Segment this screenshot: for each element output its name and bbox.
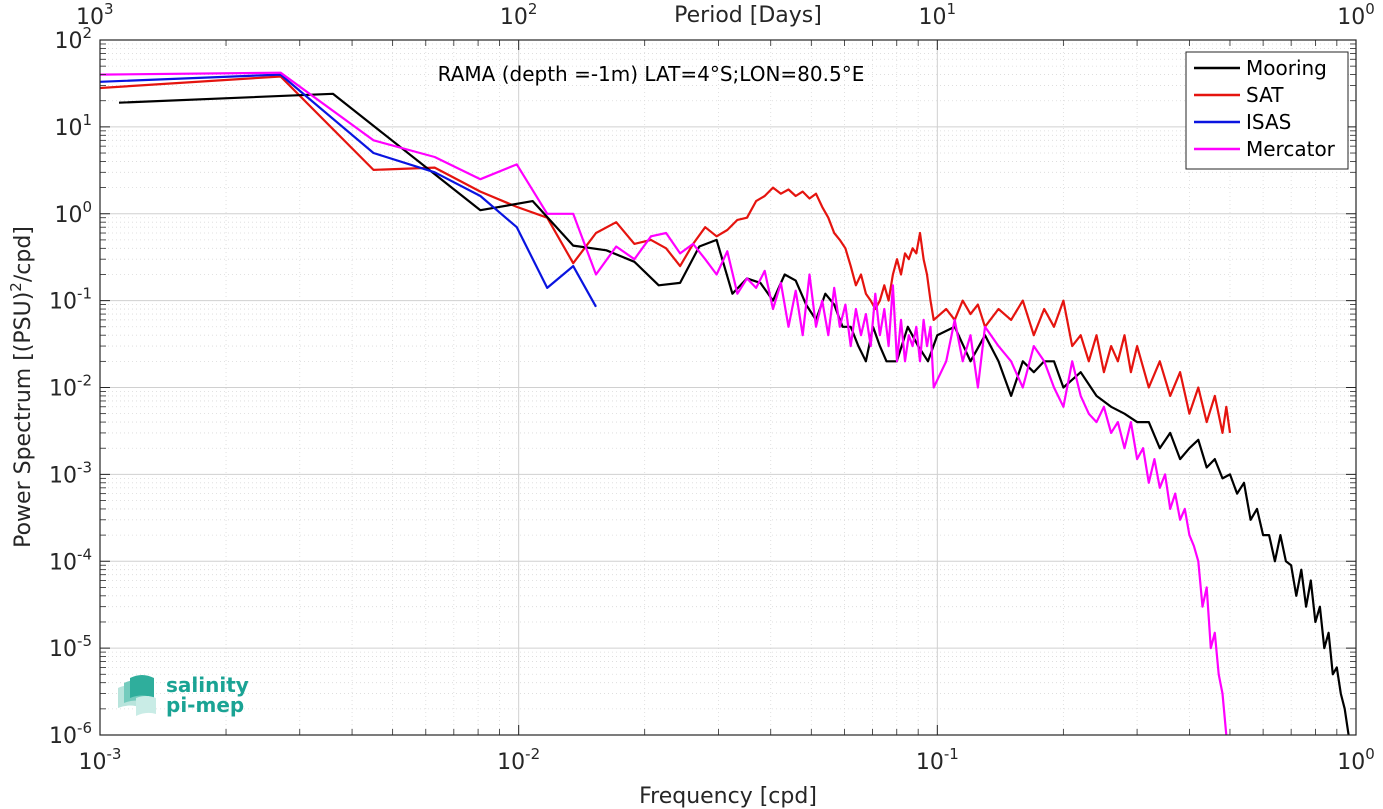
y-axis-label-unit: /cpd] [11, 226, 36, 282]
salinity-pi-mep-logo: salinity pi-mep [118, 673, 249, 717]
x-tick-labels: 10-3 10-2 10-1 100 [79, 745, 1375, 775]
series-layer [100, 71, 1350, 735]
y-tick-label: 10-3 [49, 458, 92, 488]
y-tick-label: 10-5 [49, 632, 92, 662]
legend-label-mooring: Mooring [1246, 56, 1327, 80]
chart-title: RAMA (depth =-1m) LAT=4°S;LON=80.5°E [438, 62, 865, 86]
logo-text-pi-mep: pi-mep [166, 693, 244, 717]
series-line-isas [100, 73, 597, 308]
logo-mark-icon [118, 675, 156, 716]
x-tick-label: 10-3 [79, 745, 122, 775]
y-tick-label: 10-2 [49, 372, 92, 402]
y-axis-label: Power Spectrum [(PSU)2/cpd] [7, 226, 36, 548]
x-tick-label: 10-1 [916, 745, 959, 775]
tick-marks [99, 39, 1357, 736]
legend-label-sat: SAT [1246, 83, 1284, 107]
y-axis-label-sup: 2 [7, 282, 25, 292]
y-tick-label: 102 [54, 24, 92, 54]
y-tick-label: 10-4 [49, 545, 92, 575]
x-tick-label: 10-2 [497, 745, 540, 775]
y-axis-label-main: Power Spectrum [(PSU) [11, 292, 36, 548]
top-tick-label: 102 [500, 0, 538, 30]
legend-label-isas: ISAS [1246, 110, 1291, 134]
legend: Mooring SAT ISAS Mercator [1185, 51, 1349, 170]
y-tick-label: 10-1 [49, 285, 92, 315]
top-tick-label: 100 [1337, 0, 1375, 30]
top-tick-labels: 103 102 101 100 [76, 0, 1375, 30]
x-axis-label: Frequency [cpd] [639, 784, 817, 809]
legend-label-mercator: Mercator [1246, 137, 1336, 161]
y-tick-labels: 10-6 10-5 10-4 10-3 10-2 10-1 100 101 102 [49, 24, 92, 749]
top-axis-label: Period [Days] [674, 3, 822, 28]
x-tick-label: 100 [1337, 745, 1375, 775]
series-line-sat [100, 75, 1232, 434]
logo-text-salinity: salinity [166, 673, 249, 697]
top-tick-label: 101 [919, 0, 957, 30]
y-tick-label: 10-6 [49, 719, 92, 749]
top-tick-label: 103 [76, 0, 114, 30]
y-tick-label: 101 [54, 111, 92, 141]
minor-grid [100, 40, 1356, 735]
series-line-mercator [100, 71, 1228, 735]
y-tick-label: 100 [54, 198, 92, 228]
